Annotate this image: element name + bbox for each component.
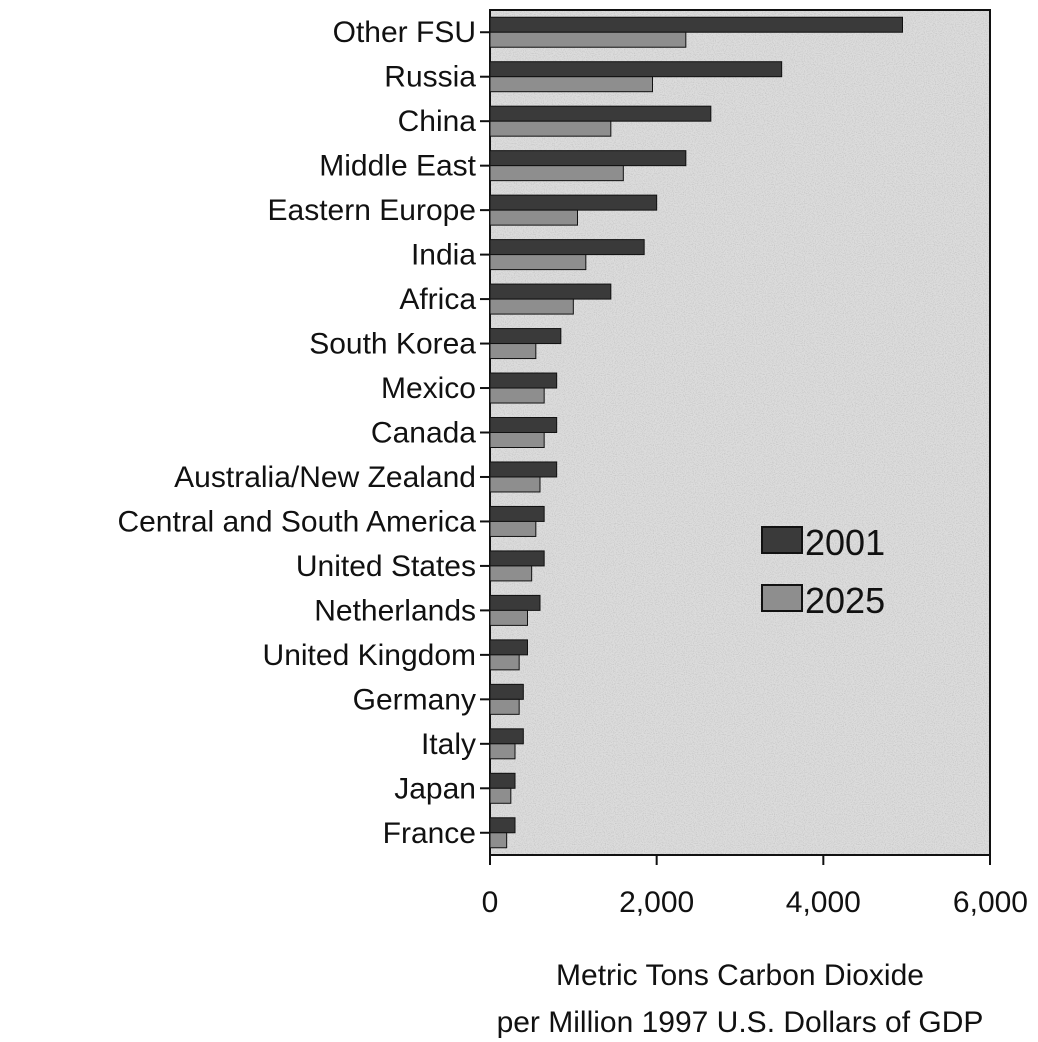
plot-texture (490, 10, 990, 855)
bar-2025-france (489, 832, 508, 849)
bar-2001-japan (489, 772, 516, 789)
category-label: Other FSU (333, 16, 476, 49)
bar-2001-india (489, 239, 645, 256)
x-tick-label: 6,000 (953, 886, 1028, 919)
bar-2025-italy (489, 743, 516, 760)
category-label: United States (296, 550, 476, 583)
bar-2001-eastern-europe (489, 194, 658, 211)
legend-swatch-2001 (761, 526, 803, 554)
x-tick-label: 4,000 (786, 886, 861, 919)
bar-2025-central-and-south-america (489, 520, 537, 537)
category-label: Australia/New Zealand (174, 461, 476, 494)
plot-area (489, 9, 991, 856)
category-label: Middle East (319, 150, 476, 183)
bar-2001-africa (489, 283, 612, 300)
category-label: Japan (394, 772, 476, 805)
bar-2025-eastern-europe (489, 209, 578, 226)
bar-2025-south-korea (489, 343, 537, 360)
bar-2001-middle-east (489, 150, 687, 167)
bar-2001-south-korea (489, 328, 562, 345)
category-label: Mexico (381, 372, 476, 405)
bar-2025-middle-east (489, 165, 624, 182)
bar-2025-russia (489, 76, 653, 93)
bar-2025-africa (489, 298, 574, 315)
category-label: South Korea (309, 328, 476, 361)
bar-2001-russia (489, 61, 783, 78)
bar-2001-italy (489, 728, 524, 745)
bars-group (489, 16, 903, 849)
category-label: China (398, 105, 477, 138)
bar-2001-united-kingdom (489, 639, 528, 656)
bar-2001-france (489, 817, 516, 834)
category-label: France (383, 817, 476, 850)
category-label: United Kingdom (263, 639, 476, 672)
bar-2025-china (489, 120, 612, 137)
bar-2025-other-fsu (489, 31, 687, 48)
x-axis-title-line-1: Metric Tons Carbon Dioxide (556, 959, 924, 992)
bar-2001-netherlands (489, 594, 541, 611)
bar-2001-united-states (489, 550, 545, 567)
bar-2025-australia-new-zealand (489, 476, 541, 493)
bar-2025-india (489, 254, 587, 271)
category-label: Africa (399, 283, 476, 316)
bar-2001-china (489, 105, 712, 122)
bar-2001-other-fsu (489, 16, 903, 33)
bar-2025-germany (489, 698, 520, 715)
category-label: India (411, 239, 476, 272)
category-label: Canada (371, 417, 476, 450)
legend-swatch-2025 (761, 584, 803, 612)
category-label: Germany (353, 683, 476, 716)
bar-2001-germany (489, 683, 524, 700)
x-axis: 0 2,000 4,000 6,000 (482, 855, 1028, 919)
x-axis-title-line-2: per Million 1997 U.S. Dollars of GDP (497, 1006, 984, 1039)
bar-2025-canada (489, 432, 545, 448)
legend-label-2001: 2001 (805, 522, 885, 563)
category-label: Italy (421, 728, 476, 761)
bar-2001-australia-new-zealand (489, 461, 558, 478)
bar-2001-canada (489, 417, 558, 433)
bar-2025-mexico (489, 387, 545, 404)
bar-2025-japan (489, 787, 512, 804)
bar-2025-united-kingdom (489, 654, 520, 671)
legend: 2001 2025 (761, 522, 885, 621)
x-tick-label: 0 (482, 886, 499, 919)
category-labels: Other FSU Russia China Middle East Eastern E… (117, 16, 490, 850)
legend-label-2025: 2025 (805, 580, 885, 621)
category-label: Netherlands (314, 594, 476, 627)
category-label: Central and South America (117, 505, 476, 538)
x-tick-label: 2,000 (619, 886, 694, 919)
category-label: Russia (384, 61, 476, 94)
x-axis-title: Metric Tons Carbon Dioxide per Million 1… (497, 959, 984, 1039)
bar-2025-united-states (489, 565, 533, 582)
bar-2001-central-and-south-america (489, 505, 545, 522)
bar-2025-netherlands (489, 609, 528, 626)
category-label: Eastern Europe (268, 194, 476, 227)
bar-2001-mexico (489, 372, 558, 389)
